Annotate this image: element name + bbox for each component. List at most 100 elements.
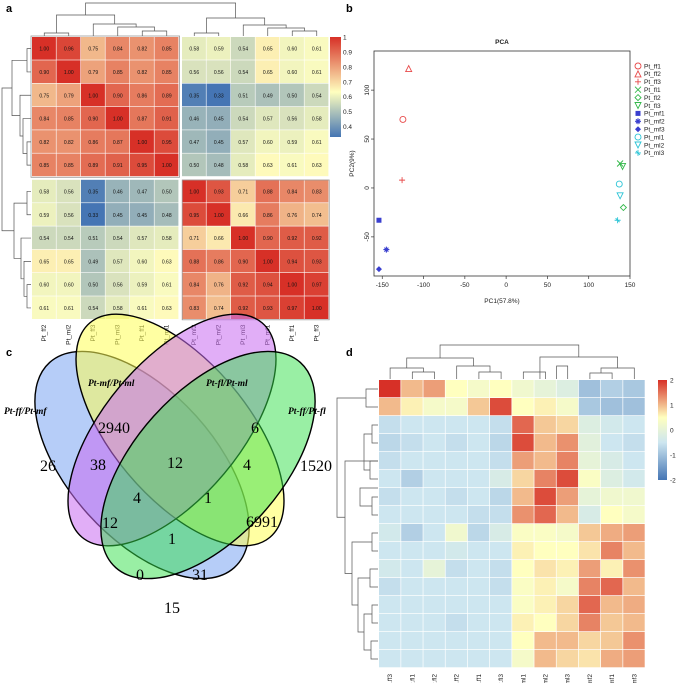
corr-value: 0.56 [189, 70, 199, 76]
expr-cell [623, 452, 645, 470]
venn-count-ad: 15 [164, 600, 180, 617]
expr-cell [556, 506, 579, 524]
corr-value: 0.85 [64, 163, 74, 169]
corr-value: 1.00 [137, 140, 147, 146]
corr-cell [56, 37, 81, 60]
expr-cell [490, 524, 512, 542]
expr-cell [578, 650, 601, 668]
dendrogram-branch [141, 30, 168, 36]
corr-cell [130, 226, 154, 250]
expr-cell [445, 506, 468, 524]
expr-cell [423, 452, 445, 470]
dendrogram-branch [20, 237, 31, 280]
corr-value: 0.91 [162, 117, 172, 123]
colorbar-tick: 0.4 [343, 124, 352, 131]
expr-col-label: Pt.mf2 [587, 674, 594, 683]
venn-count-cd: 4 [243, 457, 251, 474]
corr-value: 0.49 [263, 93, 273, 99]
expr-cell [512, 452, 534, 470]
corr-cell [56, 249, 81, 273]
venn-count-mf-ml-only: 2940 [98, 420, 130, 437]
corr-value: 0.79 [64, 93, 74, 99]
expr-cell [534, 416, 556, 434]
corr-cell [154, 296, 179, 319]
expr-cell [379, 380, 401, 398]
expr-cell [512, 650, 534, 668]
corr-cell [255, 226, 280, 250]
expr-cell [623, 470, 645, 488]
legend-label: Pt_ff3 [644, 79, 661, 86]
corr-cell [130, 83, 154, 107]
corr-cell [56, 83, 81, 107]
corr-value: 0.54 [88, 306, 98, 312]
expr-cell [423, 542, 445, 560]
x-tick-label: 50 [544, 282, 552, 289]
expr-cell [467, 596, 490, 614]
corr-value: 0.95 [189, 213, 199, 219]
expr-cell [534, 398, 556, 416]
y-tick-label: 0 [364, 186, 371, 190]
corr-value: 0.87 [113, 140, 123, 146]
corr-value: 0.61 [39, 306, 49, 312]
dendrogram-branch [336, 397, 366, 518]
corr-cell [105, 226, 130, 250]
legend-marker [634, 69, 642, 78]
corr-cell [32, 37, 56, 60]
expr-cell [490, 470, 512, 488]
corr-cell [32, 60, 56, 83]
expr-cell [445, 470, 468, 488]
corr-cell [81, 106, 105, 130]
panel-d-expression-heatmap: Pt.ff3 Pt.fl1 Pt.fl2 Pt.ff2 Pt.ff1 Pt.fl3 Pt.m… [336, 344, 676, 683]
corr-cell [206, 83, 231, 107]
expr-cell [601, 434, 623, 452]
corr-value: 0.74 [312, 213, 322, 219]
corr-cell [231, 83, 255, 107]
expr-cell [534, 560, 556, 578]
expr-cell [379, 398, 401, 416]
corr-cell [255, 203, 280, 226]
corr-cell [154, 37, 179, 60]
corr-value: 0.54 [238, 70, 248, 76]
corr-value: 0.60 [287, 47, 297, 53]
corr-cell [130, 179, 154, 203]
dendrogram-branch [13, 202, 27, 259]
corr-cell [105, 83, 130, 107]
corr-cell [304, 153, 329, 177]
dendrogram-branch [19, 94, 31, 137]
corr-cell [81, 179, 105, 203]
corr-value: 0.76 [214, 283, 224, 289]
pca-point [616, 192, 624, 200]
corr-value: 0.48 [214, 163, 224, 169]
corr-value: 0.92 [238, 306, 248, 312]
dendrogram-branch [478, 371, 502, 379]
dendrogram-branch [23, 261, 31, 297]
dendrogram-branch [344, 460, 378, 574]
corr-cell [280, 179, 304, 203]
corr-value: 0.74 [214, 306, 224, 312]
panel-label-d: d [346, 347, 353, 359]
expr-cell [578, 470, 601, 488]
dendrogram-branch [371, 496, 378, 516]
dendrogram-branch [369, 460, 378, 480]
venn-count-fl-ml-only: 6 [251, 420, 259, 437]
corr-value: 0.97 [312, 283, 322, 289]
expr-cell [379, 470, 401, 488]
dendrogram-branch [406, 357, 474, 368]
corr-cell [304, 179, 329, 203]
corr-value: 0.96 [64, 47, 74, 53]
corr-cell [81, 37, 105, 60]
expr-cell [445, 434, 468, 452]
corr-value: 0.90 [113, 93, 123, 99]
corr-value: 0.58 [238, 163, 248, 169]
corr-value: 0.58 [162, 236, 172, 242]
legend-label: Pt_ml3 [644, 150, 665, 157]
corr-cell [280, 273, 304, 296]
corr-cell [304, 226, 329, 250]
corr-value: 0.60 [263, 140, 273, 146]
expr-cell [512, 488, 534, 506]
dendrogram-branch [456, 365, 491, 379]
expr-cell [601, 632, 623, 650]
expr-col-label: Pt.ff1 [476, 674, 483, 683]
corr-cell [255, 249, 280, 273]
corr-cell [81, 130, 105, 153]
